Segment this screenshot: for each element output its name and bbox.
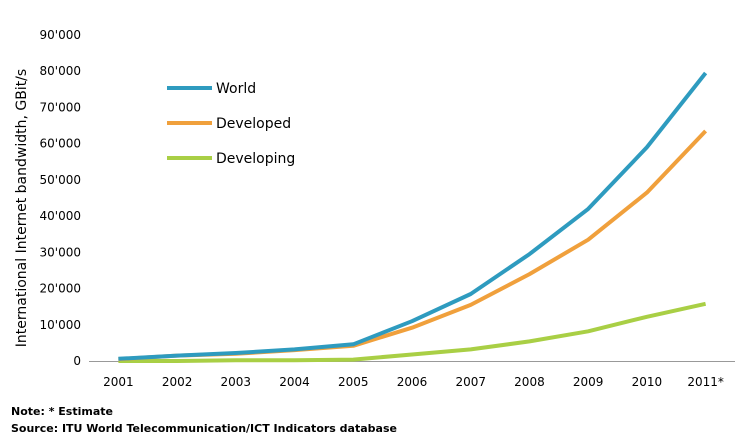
y-axis-ticks: 0 10'000 20'000 30'000 40'000 50'000 60'000 70'… — [40, 28, 81, 368]
y-tick-label: 20'000 — [40, 282, 81, 296]
x-tick-label: 2001 — [103, 375, 134, 389]
y-tick-label: 40'000 — [40, 209, 81, 223]
source-text: Source: ITU World Telecommunication/ICT … — [11, 422, 397, 435]
x-tick-label: 2006 — [397, 375, 428, 389]
y-tick-label: 70'000 — [40, 100, 81, 114]
series-lines — [118, 71, 708, 363]
y-tick-label: 10'000 — [40, 318, 81, 332]
legend-label-developing: Developing — [216, 151, 295, 167]
note-text: Note: * Estimate — [11, 405, 113, 418]
x-tick-label: 2002 — [162, 375, 193, 389]
y-axis-title: International Internet bandwidth, GBit/s — [14, 69, 30, 347]
line-chart: 0 10'000 20'000 30'000 40'000 50'000 60'000 70'… — [14, 28, 735, 389]
x-axis-ticks: 2001 2002 2003 2004 2005 2006 2007 2008 2009 2010… — [103, 375, 724, 389]
x-tick-label: 2007 — [455, 375, 486, 389]
x-tick-label: 2011* — [687, 375, 724, 389]
x-tick-label: 2008 — [514, 375, 545, 389]
y-tick-label: 60'000 — [40, 137, 81, 151]
x-tick-label: 2003 — [221, 375, 252, 389]
x-tick-label: 2004 — [279, 375, 310, 389]
legend: World Developed Developing — [167, 81, 295, 167]
y-tick-label: 90'000 — [40, 28, 81, 42]
y-tick-label: 30'000 — [40, 245, 81, 259]
y-tick-label: 50'000 — [40, 173, 81, 187]
legend-label-world: World — [216, 81, 256, 97]
legend-label-developed: Developed — [216, 116, 291, 132]
x-tick-label: 2010 — [632, 375, 663, 389]
x-tick-label: 2009 — [573, 375, 604, 389]
series-line-world — [118, 71, 708, 361]
series-line-developing — [118, 301, 707, 363]
x-tick-label: 2005 — [338, 375, 369, 389]
y-tick-label: 80'000 — [40, 64, 81, 78]
y-tick-label: 0 — [73, 354, 81, 368]
